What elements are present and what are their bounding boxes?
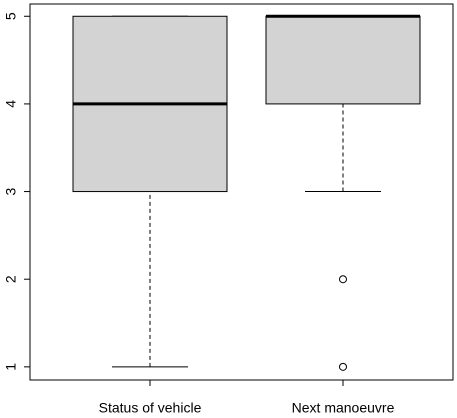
outlier xyxy=(339,362,347,371)
y-tick-label: 3 xyxy=(3,187,19,195)
outlier xyxy=(339,275,347,284)
y-tick-label: 4 xyxy=(3,100,19,108)
y-tick-label: 1 xyxy=(3,363,19,371)
x-tick-label: Next manoeuvre xyxy=(292,400,395,416)
box xyxy=(265,15,421,105)
y-tick-label: 5 xyxy=(3,12,19,20)
x-tick-label: Status of vehicle xyxy=(99,400,202,416)
y-tick-label: 2 xyxy=(3,275,19,283)
